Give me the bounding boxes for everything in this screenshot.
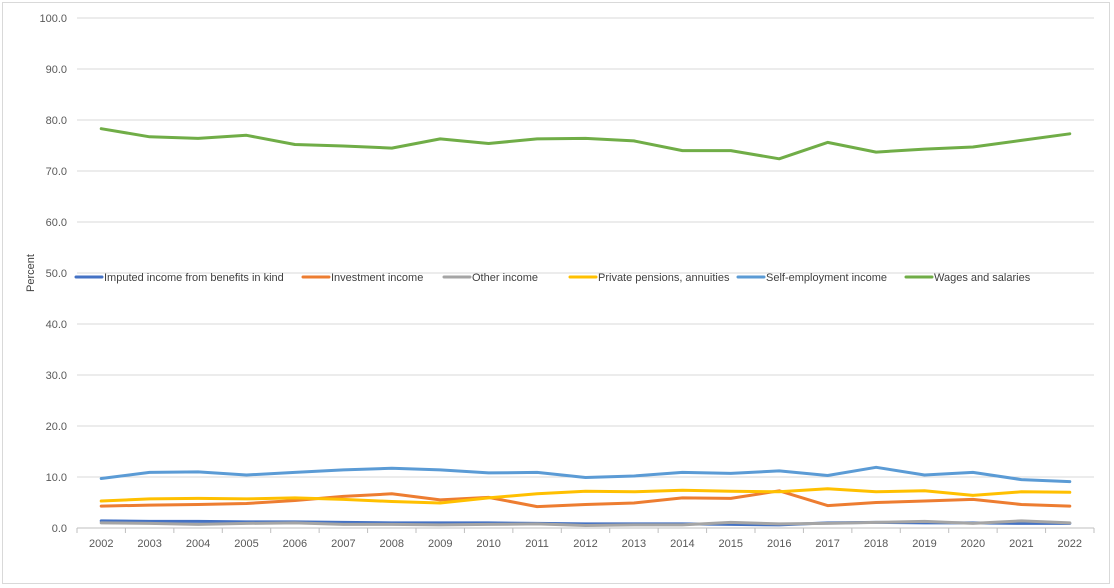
x-tick-label: 2009 <box>428 538 452 550</box>
y-tick-label: 0.0 <box>52 523 67 535</box>
y-tick-label: 10.0 <box>46 472 67 484</box>
x-tick-label: 2008 <box>380 538 404 550</box>
y-tick-label: 30.0 <box>46 370 67 382</box>
y-tick-label: 80.0 <box>46 115 67 127</box>
x-tick-label: 2003 <box>137 538 161 550</box>
x-tick-label: 2011 <box>525 538 549 550</box>
x-tick-label: 2006 <box>283 538 307 550</box>
x-tick-label: 2010 <box>476 538 500 550</box>
x-tick-label: 2002 <box>89 538 113 550</box>
x-tick-label: 2020 <box>961 538 985 550</box>
x-tick-label: 2016 <box>767 538 791 550</box>
y-axis-title: Percent <box>25 254 37 292</box>
series-line-wages-and-salaries <box>99 127 1072 161</box>
series-line-investment-income <box>99 489 1072 509</box>
series-lines <box>99 127 1072 527</box>
legend-label: Wages and salaries <box>934 272 1031 284</box>
x-tick-label: 2017 <box>815 538 839 550</box>
gridlines <box>77 17 1094 478</box>
legend-label: Other income <box>472 272 538 284</box>
y-tick-label: 90.0 <box>46 64 67 76</box>
x-tick-label: 2022 <box>1058 538 1082 550</box>
x-tick-label: 2019 <box>912 538 936 550</box>
series-line-private-pensions-annuities <box>99 487 1072 505</box>
x-tick-label: 2013 <box>622 538 646 550</box>
x-tick-label: 2021 <box>1009 538 1033 550</box>
y-axis-ticks: 0.0 10.0 20.0 30.0 40.0 50.0 60.0 70.0 80.0 90.0 1… <box>39 13 67 535</box>
x-tick-label: 2014 <box>670 538 694 550</box>
y-tick-label: 20.0 <box>46 421 67 433</box>
legend-label: Self-employment income <box>766 272 887 284</box>
x-tick-label: 2018 <box>864 538 888 550</box>
x-tick-label: 2007 <box>331 538 355 550</box>
x-axis-ticks: 2002 2003 2004 2005 2006 2007 2008 2009 2010 2011… <box>76 528 1095 550</box>
legend-label: Investment income <box>331 272 423 284</box>
legend-label: Private pensions, annuities <box>598 272 730 284</box>
series-line-self-employment-income <box>99 465 1072 484</box>
y-tick-label: 40.0 <box>46 319 67 331</box>
x-tick-label: 2005 <box>234 538 258 550</box>
x-tick-label: 2015 <box>719 538 743 550</box>
x-tick-label: 2004 <box>186 538 210 550</box>
y-tick-label: 100.0 <box>39 13 67 25</box>
legend: Imputed income from benefits in kind Inve… <box>74 272 1031 284</box>
legend-label: Imputed income from benefits in kind <box>104 272 284 284</box>
y-tick-label: 70.0 <box>46 166 67 178</box>
x-tick-label: 2012 <box>573 538 597 550</box>
y-tick-label: 60.0 <box>46 217 67 229</box>
y-tick-label: 50.0 <box>46 268 67 280</box>
series-line-other-income <box>99 519 1072 527</box>
